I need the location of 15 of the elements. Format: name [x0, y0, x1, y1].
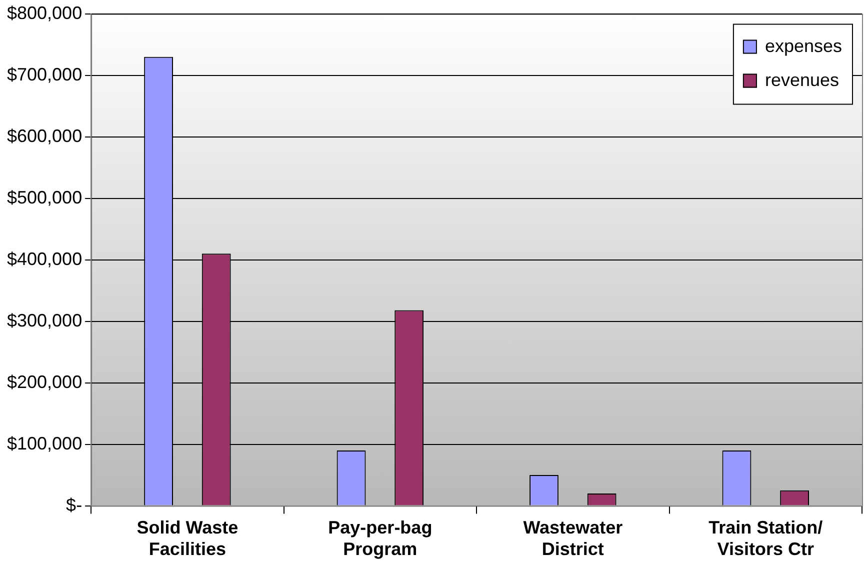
- x-tick-label: Solid Waste Facilities: [136, 518, 238, 560]
- y-tick-label: $200,000: [7, 372, 82, 392]
- x-tick-label: Pay-per-bag Program: [328, 518, 432, 560]
- y-tick-label: $-: [66, 494, 82, 515]
- y-tick-label: $400,000: [7, 248, 82, 269]
- legend-label: revenues: [764, 70, 840, 90]
- x-tick-label: Train Station/ Visitors Ctr: [708, 518, 823, 560]
- y-tick-label: $500,000: [7, 187, 82, 208]
- y-tick-label: $800,000: [7, 2, 82, 23]
- legend-label: expenses: [764, 36, 842, 56]
- y-tick-label: $100,000: [7, 433, 82, 454]
- y-tick-label: $300,000: [7, 310, 82, 330]
- x-tick-label: Wastewater District: [523, 518, 623, 560]
- y-tick-label: $700,000: [7, 64, 82, 84]
- y-tick-label: $600,000: [7, 126, 82, 146]
